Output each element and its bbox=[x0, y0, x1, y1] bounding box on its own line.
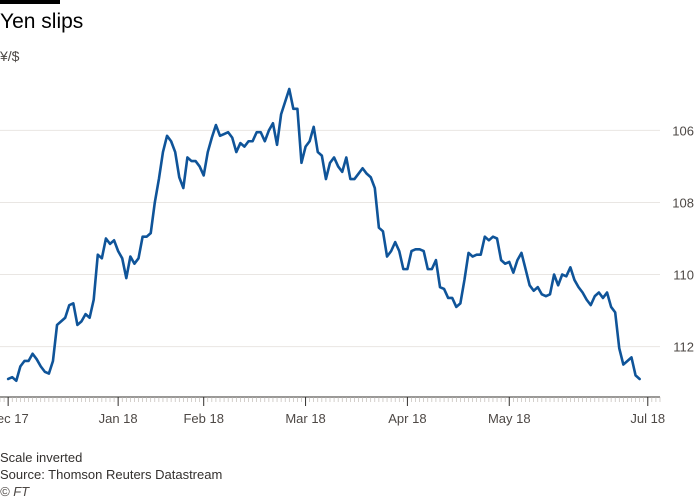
source-note: Source: Thomson Reuters Datastream bbox=[0, 467, 223, 482]
x-tick-label: May 18 bbox=[488, 411, 531, 426]
x-tick-label: Jul 18 bbox=[630, 411, 665, 426]
x-tick-label: Jan 18 bbox=[99, 411, 138, 426]
y-tick-label: 110 bbox=[673, 268, 694, 283]
x-tick-label: Dec 17 bbox=[0, 411, 29, 426]
line-chart: 106 108 110 112 Dec 17 Jan 18 Feb 18 Mar 18 Apr… bbox=[0, 87, 694, 426]
series-layer bbox=[6, 87, 641, 383]
chart-unit-label: ¥/$ bbox=[0, 48, 20, 64]
x-tick-label: Feb 18 bbox=[183, 411, 223, 426]
scale-note: Scale inverted bbox=[0, 450, 83, 465]
x-tick-label: Mar 18 bbox=[285, 411, 325, 426]
y-tick-label: 108 bbox=[672, 195, 694, 210]
y-tick-label: 106 bbox=[672, 123, 694, 138]
y-axis-tick-labels: 106 108 110 112 bbox=[672, 123, 694, 354]
chart-title: Yen slips bbox=[0, 10, 84, 33]
series-line-usd-jpy bbox=[6, 87, 641, 383]
x-tick-label: Apr 18 bbox=[388, 411, 426, 426]
y-tick-label: 112 bbox=[673, 340, 694, 355]
gridlines bbox=[0, 129, 660, 348]
x-axis-tick-labels: Dec 17 Jan 18 Feb 18 Mar 18 Apr 18 May 18 Jul … bbox=[0, 397, 665, 426]
x-axis bbox=[0, 396, 661, 402]
header-accent-bar bbox=[0, 0, 60, 4]
copyright-credit: © FT bbox=[0, 484, 30, 499]
